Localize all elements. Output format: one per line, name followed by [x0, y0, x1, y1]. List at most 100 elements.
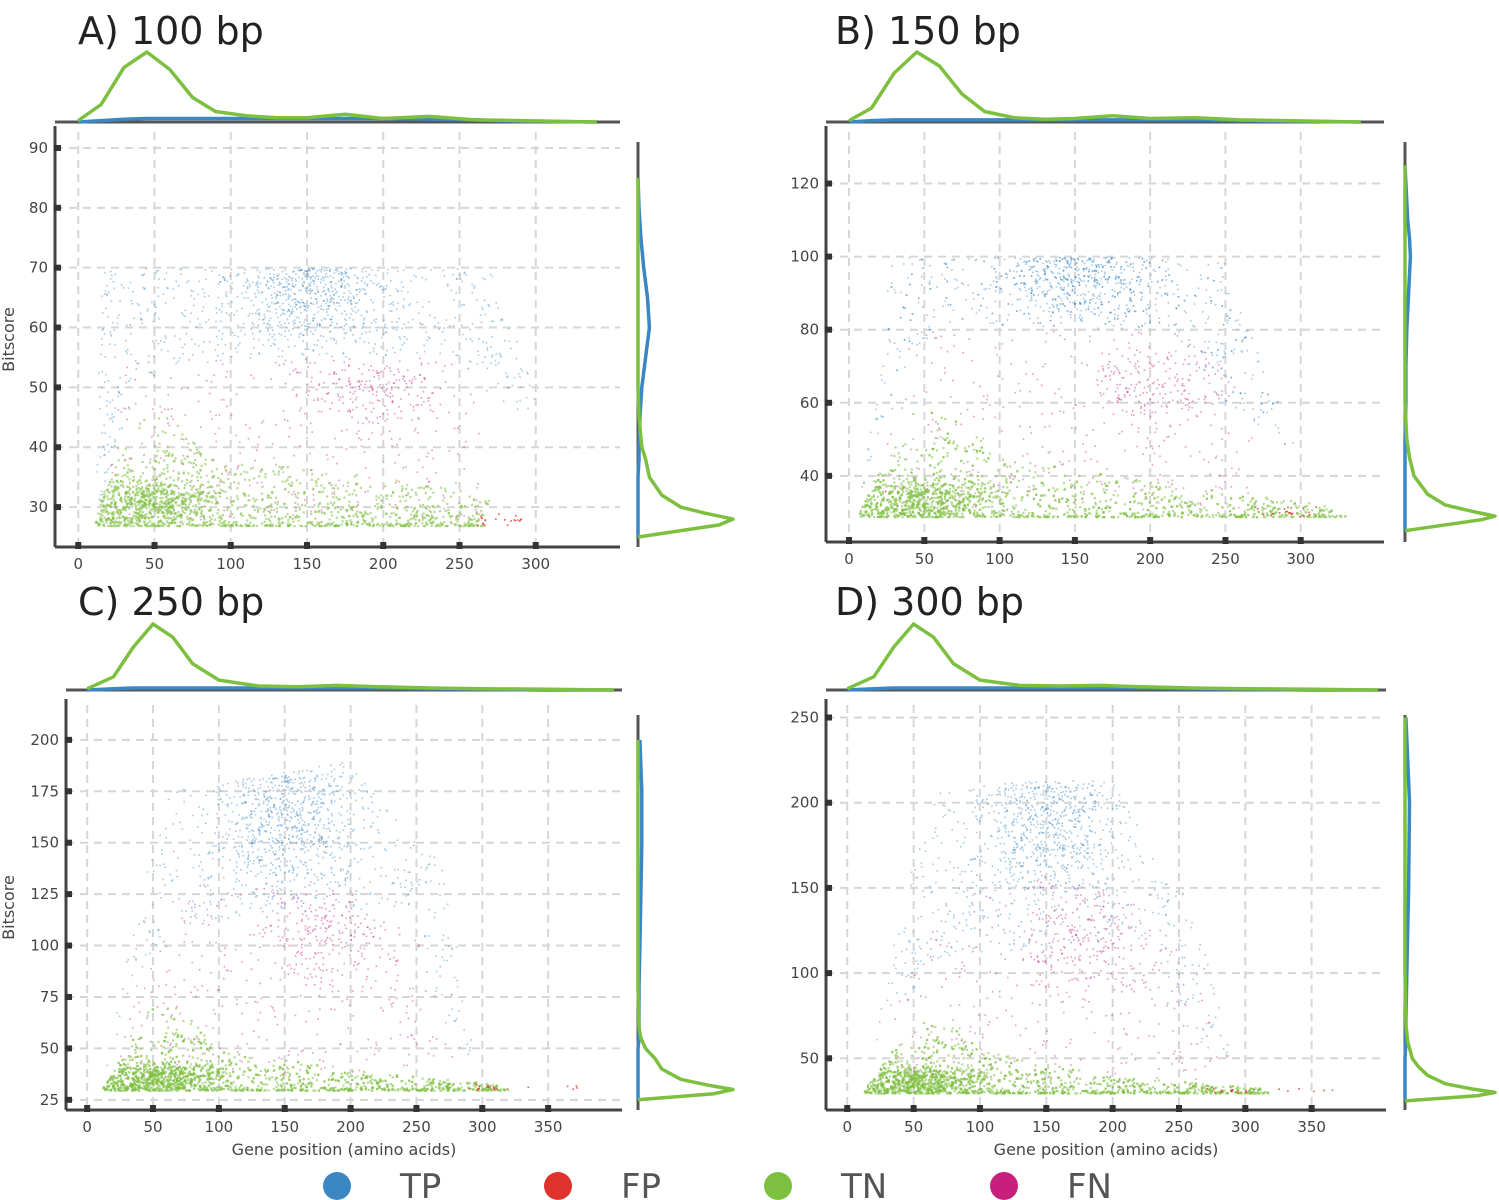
point-TP: [1108, 261, 1111, 264]
point-TP: [1167, 268, 1169, 271]
point-TN: [145, 488, 148, 491]
point-TP: [1112, 324, 1115, 327]
point-TP: [1104, 323, 1107, 325]
point-TP: [289, 295, 291, 297]
point-FN: [1177, 389, 1179, 392]
point-TP: [1030, 275, 1033, 277]
point-TN: [252, 497, 255, 500]
point-TP: [1079, 302, 1081, 305]
point-TN: [331, 514, 334, 517]
point-TP: [1183, 299, 1186, 302]
panel-title: A) 100 bp: [78, 9, 264, 53]
point-FN: [982, 408, 984, 410]
point-FN: [988, 404, 991, 406]
point-TP: [1284, 443, 1286, 445]
point-TN: [158, 417, 161, 420]
point-TP: [1217, 361, 1219, 363]
point-TP: [277, 325, 279, 327]
point-TN: [255, 498, 258, 501]
point-TP: [1118, 276, 1120, 279]
point-FN: [1151, 463, 1154, 466]
point-TN: [145, 507, 148, 510]
point-TN: [117, 516, 120, 519]
point-TP: [1055, 277, 1058, 279]
point-TP: [291, 279, 293, 282]
point-TP: [983, 288, 985, 291]
point-TP: [256, 280, 259, 283]
point-TP: [205, 278, 207, 280]
point-TN: [157, 487, 160, 490]
series-TN: [94, 417, 490, 528]
point-TP: [1161, 278, 1164, 281]
point-FN: [332, 456, 334, 458]
point-TP: [1042, 325, 1044, 327]
point-TN: [427, 519, 430, 522]
point-FN: [968, 470, 971, 473]
point-FN: [1088, 481, 1090, 484]
point-FN: [1114, 490, 1116, 492]
point-TP: [994, 300, 996, 303]
point-TP: [1051, 287, 1054, 289]
point-TP: [99, 407, 101, 410]
point-TP: [263, 277, 266, 279]
point-FN: [1184, 389, 1187, 391]
point-TP: [227, 302, 230, 305]
point-TN: [269, 520, 272, 523]
point-TP: [1085, 268, 1088, 270]
point-TP: [1178, 304, 1180, 307]
point-FN: [324, 400, 326, 403]
point-TP: [330, 300, 332, 303]
point-TP: [250, 299, 253, 302]
point-TP: [259, 271, 261, 273]
point-TN: [219, 495, 222, 498]
point-TP: [292, 328, 294, 330]
point-TP: [1136, 279, 1138, 282]
point-TP: [1023, 283, 1026, 286]
point-TP: [1089, 301, 1091, 304]
point-FN: [1025, 361, 1028, 363]
point-FN: [932, 474, 934, 477]
point-TP: [295, 316, 298, 318]
point-TN: [422, 503, 425, 506]
point-TP: [1024, 283, 1027, 285]
point-TN: [239, 512, 243, 515]
point-TP: [293, 292, 295, 295]
point-TP: [1106, 279, 1109, 281]
point-FN: [1134, 386, 1136, 389]
point-FN: [1177, 378, 1179, 381]
point-FN: [325, 473, 328, 475]
point-FN: [358, 430, 360, 432]
point-TP: [1214, 304, 1217, 306]
point-TN: [455, 518, 458, 521]
point-TN: [245, 504, 248, 507]
point-TP: [516, 400, 518, 403]
point-FN: [1184, 397, 1186, 400]
point-TN: [174, 457, 177, 460]
point-TP: [402, 306, 405, 309]
point-TP: [345, 313, 348, 316]
point-TN: [170, 504, 174, 507]
point-TP: [294, 319, 296, 321]
point-TP: [1019, 258, 1022, 260]
point-TP: [287, 338, 289, 341]
point-TP: [1217, 262, 1219, 265]
point-FN: [1182, 487, 1185, 489]
point-FN: [395, 481, 397, 484]
point-FN: [201, 493, 204, 495]
point-TP: [1000, 288, 1002, 290]
point-TN: [110, 500, 114, 503]
point-TN: [217, 523, 220, 526]
point-TP: [961, 318, 964, 320]
point-FN: [247, 437, 250, 440]
point-TP: [285, 273, 288, 275]
point-FN: [377, 399, 379, 401]
point-TP: [1068, 264, 1070, 267]
point-TN: [178, 513, 181, 516]
point-FN: [220, 399, 223, 401]
point-TP: [247, 297, 249, 299]
point-TP: [952, 309, 955, 312]
point-TP: [303, 273, 305, 275]
point-TP: [1125, 315, 1127, 318]
point-TP: [1104, 264, 1107, 267]
point-TP: [1124, 312, 1126, 315]
